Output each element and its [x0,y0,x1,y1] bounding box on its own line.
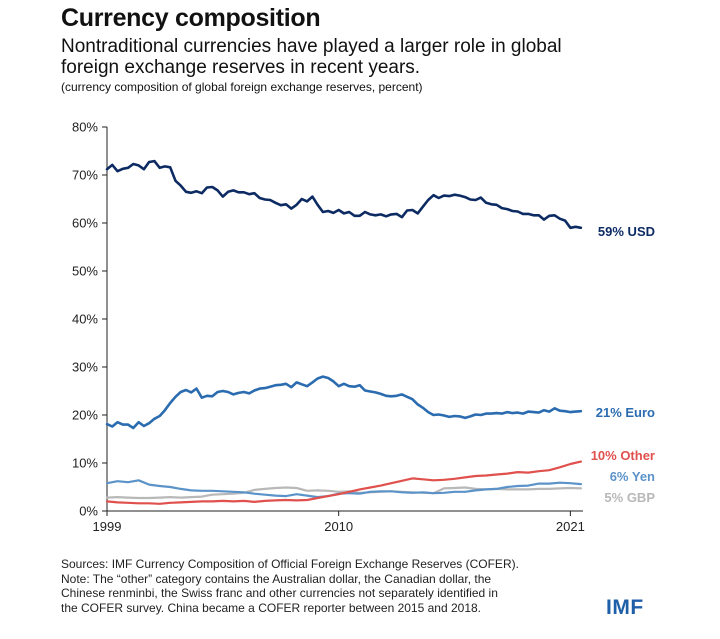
series-line-usd [105,159,583,230]
chart-subtitle: Nontraditional currencies have played a … [61,36,681,78]
y-tick-label: 80% [72,120,98,135]
y-tick-label: 20% [72,408,98,423]
chart-note: (currency composition of global foreign … [61,80,423,94]
footer-line-4: the COFER survey. China became a COFER r… [61,600,481,615]
series-line-other [105,460,583,505]
imf-logo: IMF [606,596,644,619]
series-line-gbp [105,486,583,500]
x-tick-label: 2021 [556,519,585,534]
series-label-euro: 21% Euro [596,405,655,420]
footer-line-3: Chinese renminbi, the Swiss franc and ot… [61,586,498,600]
series-line-euro [105,375,583,430]
line-chart: 0% 10% 20% 30% 40% 50% 60% 70% 80% 1999 2010 2021 59… [72,120,655,535]
series-label-gbp: 5% GBP [604,490,655,505]
y-tick-label: 70% [72,168,98,183]
x-tick-label: 1999 [93,519,122,534]
series-label-other: 10% Other [591,448,655,463]
y-tick-label: 40% [72,312,98,327]
sources-note: Sources: IMF Currency Composition of Off… [61,557,581,615]
chart-title: Currency composition [61,4,321,32]
series-label-yen: 6% Yen [610,469,655,484]
y-tick-label: 10% [72,456,98,471]
subtitle-line-1: Nontraditional currencies have played a … [61,36,562,57]
subtitle-line-2: foreign exchange reserves in recent year… [61,57,421,78]
y-tick-label: 60% [72,216,98,231]
y-tick-label: 50% [72,264,98,279]
x-tick-label: 2010 [324,519,353,534]
y-tick-label: 30% [72,360,98,375]
footer-line-1: Sources: IMF Currency Composition of Off… [61,557,519,571]
footer-line-2: Note: The “other” category contains the … [61,571,492,586]
y-tick-label: 0% [79,504,98,519]
series-label-usd: 59% USD [598,224,655,239]
